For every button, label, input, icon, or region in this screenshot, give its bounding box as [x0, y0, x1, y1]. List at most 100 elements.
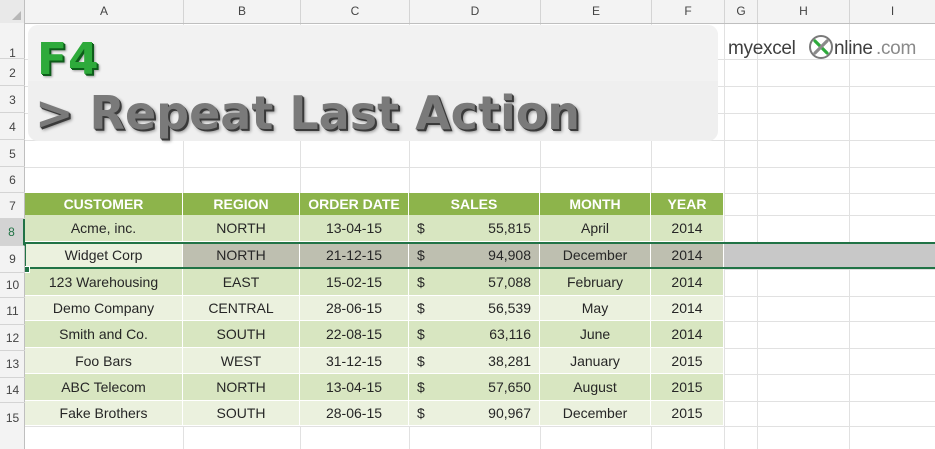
cell-order-date[interactable]: 28-06-15 — [300, 401, 409, 426]
myexcelonline-logo: myexcel nline .com — [728, 34, 918, 66]
cell-customer[interactable]: Foo Bars — [25, 348, 183, 374]
row-header-1[interactable]: 1 — [0, 23, 25, 60]
row-header-10[interactable]: 10 — [0, 273, 25, 298]
gridline — [757, 23, 758, 449]
row-header-3[interactable]: 3 — [0, 86, 25, 113]
currency-symbol: $ — [417, 326, 425, 342]
cell-year[interactable]: 2015 — [651, 374, 724, 401]
currency-symbol: $ — [417, 247, 425, 263]
currency-symbol: $ — [417, 405, 425, 421]
column-header-d[interactable]: D — [410, 0, 541, 23]
sales-value: 63,116 — [489, 326, 531, 342]
cell-customer[interactable]: Fake Brothers — [25, 401, 183, 426]
cell-sales[interactable]: $63,116 — [409, 321, 540, 348]
row-header-2[interactable]: 2 — [0, 59, 25, 86]
cell-order-date[interactable]: 21-12-15 — [300, 242, 409, 269]
banner-top-panel — [28, 25, 718, 81]
row-header-13[interactable]: 13 — [0, 351, 25, 378]
cell-customer[interactable]: 123 Warehousing — [25, 269, 183, 296]
cell-customer[interactable]: ABC Telecom — [25, 374, 183, 401]
cell-month[interactable]: May — [540, 296, 651, 321]
cell-customer[interactable]: Smith and Co. — [25, 321, 183, 348]
column-header-f[interactable]: F — [652, 0, 725, 23]
cell-region[interactable]: SOUTH — [183, 321, 300, 348]
x-circle-logo-icon — [809, 35, 833, 59]
cell-region[interactable]: CENTRAL — [183, 296, 300, 321]
cell-sales[interactable]: $55,815 — [409, 215, 540, 242]
cell-year[interactable]: 2014 — [651, 296, 724, 321]
row-header-6[interactable]: 6 — [0, 167, 25, 193]
sales-value: 38,281 — [488, 353, 531, 369]
header-year[interactable]: YEAR — [651, 193, 724, 215]
cell-month[interactable]: January — [540, 348, 651, 374]
cell-month[interactable]: June — [540, 321, 651, 348]
cell-year[interactable]: 2015 — [651, 401, 724, 426]
cell-year[interactable]: 2014 — [651, 269, 724, 296]
cell-sales[interactable]: $90,967 — [409, 401, 540, 426]
row-header-9[interactable]: 9 — [0, 246, 25, 273]
cell-sales[interactable]: $56,539 — [409, 296, 540, 321]
column-header-i[interactable]: I — [890, 4, 895, 18]
row-header-bar: 1 2 3 4 5 6 7 8 9 10 11 12 13 14 15 — [0, 23, 25, 449]
cell-order-date[interactable]: 22-08-15 — [300, 321, 409, 348]
cell-region[interactable]: NORTH — [183, 215, 300, 242]
cell-customer[interactable]: Acme, inc. — [25, 215, 183, 242]
sales-value: 90,967 — [488, 405, 531, 421]
logo-text-part3: .com — [876, 38, 916, 59]
column-header-e[interactable]: E — [541, 0, 652, 23]
cell-month[interactable]: February — [540, 269, 651, 296]
header-order-date[interactable]: ORDER DATE — [300, 193, 409, 215]
sales-value: 56,539 — [488, 300, 531, 316]
cell-order-date[interactable]: 31-12-15 — [300, 348, 409, 374]
column-header-bar: A B C D E F G H I — [0, 0, 935, 24]
gridline — [25, 167, 935, 168]
row-selection-fill — [724, 244, 935, 269]
cell-month[interactable]: December — [540, 401, 651, 426]
gridline — [849, 23, 850, 449]
gridline — [25, 426, 935, 427]
cell-order-date[interactable]: 15-02-15 — [300, 269, 409, 296]
header-month[interactable]: MONTH — [540, 193, 651, 215]
column-header-b[interactable]: B — [184, 0, 301, 23]
column-header-a[interactable]: A — [25, 0, 184, 23]
header-customer[interactable]: CUSTOMER — [25, 193, 183, 215]
row-header-7[interactable]: 7 — [0, 193, 25, 219]
cell-year[interactable]: 2014 — [651, 321, 724, 348]
cell-sales[interactable]: $38,281 — [409, 348, 540, 374]
select-all-button[interactable] — [0, 0, 25, 23]
currency-symbol: $ — [417, 300, 425, 316]
row-header-12[interactable]: 12 — [0, 325, 25, 351]
cell-order-date[interactable]: 28-06-15 — [300, 296, 409, 321]
cell-region[interactable]: WEST — [183, 348, 300, 374]
column-header-g[interactable]: G — [725, 0, 758, 23]
row-header-15[interactable]: 15 — [5, 411, 20, 425]
cell-month[interactable]: August — [540, 374, 651, 401]
currency-symbol: $ — [417, 220, 425, 236]
cell-sales[interactable]: $94,908 — [409, 242, 540, 269]
logo-text-part2: nline — [834, 38, 873, 59]
row-header-4[interactable]: 4 — [0, 113, 25, 140]
row-header-14[interactable]: 14 — [0, 378, 25, 403]
column-header-h[interactable]: H — [758, 0, 850, 23]
cell-sales[interactable]: $57,650 — [409, 374, 540, 401]
cell-month[interactable]: April — [540, 215, 651, 242]
cell-year[interactable]: 2015 — [651, 348, 724, 374]
cell-region[interactable]: SOUTH — [183, 401, 300, 426]
cell-region[interactable]: EAST — [183, 269, 300, 296]
header-region[interactable]: REGION — [183, 193, 300, 215]
shortcut-key-title: F4 — [37, 34, 100, 85]
cell-order-date[interactable]: 13-04-15 — [300, 374, 409, 401]
cell-order-date[interactable]: 13-04-15 — [300, 215, 409, 242]
header-sales[interactable]: SALES — [409, 193, 540, 215]
row-header-11[interactable]: 11 — [0, 298, 25, 325]
cell-year[interactable]: 2014 — [651, 215, 724, 242]
cell-region[interactable]: NORTH — [183, 374, 300, 401]
row-header-5[interactable]: 5 — [0, 140, 25, 167]
column-header-c[interactable]: C — [301, 0, 410, 23]
cell-customer[interactable]: Demo Company — [25, 296, 183, 321]
row-header-8[interactable]: 8 — [0, 219, 25, 246]
shortcut-action-subtitle: > Repeat Last Action — [35, 86, 581, 140]
cell-sales[interactable]: $57,088 — [409, 269, 540, 296]
currency-symbol: $ — [417, 274, 425, 290]
